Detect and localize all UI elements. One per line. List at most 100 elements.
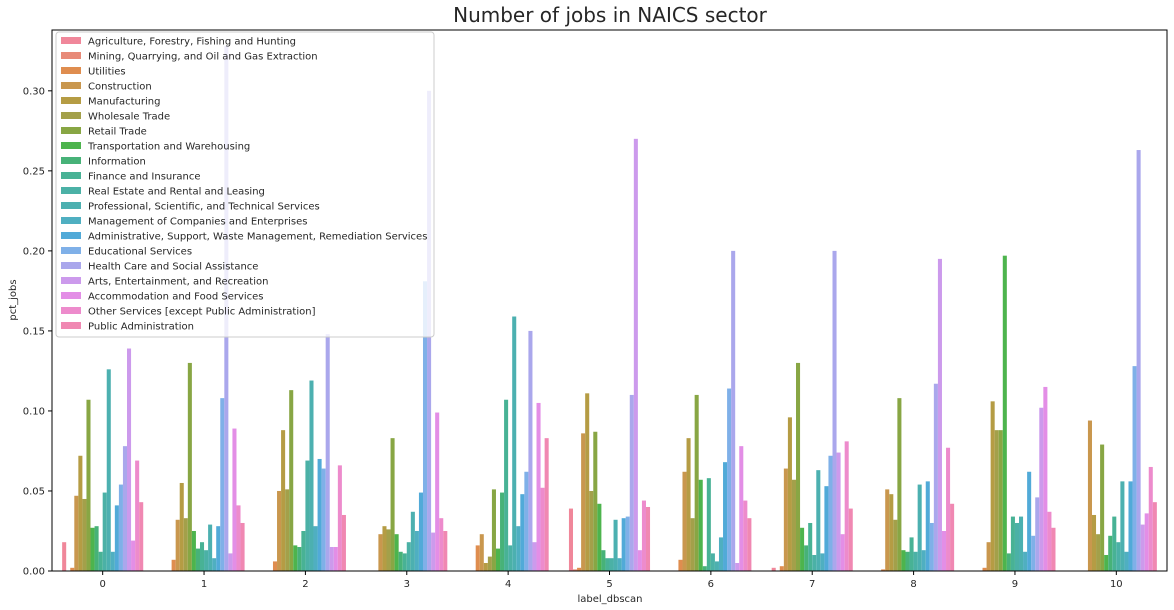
bar-10-16 bbox=[1140, 524, 1145, 571]
bar-3-4 bbox=[382, 526, 387, 571]
legend-label: Professional, Scientific, and Technical … bbox=[88, 202, 320, 213]
bar-6-11 bbox=[714, 561, 719, 571]
bar-7-12 bbox=[820, 553, 825, 571]
legend-label: Public Administration bbox=[88, 322, 194, 333]
bar-5-3 bbox=[581, 433, 586, 571]
bar-4-13 bbox=[520, 494, 525, 571]
bar-8-7 bbox=[901, 550, 906, 571]
bar-10-15 bbox=[1136, 150, 1141, 572]
legend-label: Agriculture, Forestry, Fishing and Hunti… bbox=[88, 37, 296, 48]
bar-10-17 bbox=[1144, 513, 1149, 571]
bar-2-7 bbox=[293, 545, 298, 571]
bar-7-11 bbox=[816, 470, 821, 571]
bar-8-12 bbox=[921, 550, 926, 571]
bar-8-18 bbox=[946, 447, 951, 571]
bar-0-12 bbox=[110, 551, 115, 571]
bar-9-9 bbox=[1010, 516, 1015, 571]
bar-1-4 bbox=[179, 482, 184, 571]
bar-7-18 bbox=[844, 441, 849, 571]
legend-label: Finance and Insurance bbox=[88, 172, 201, 183]
bar-7-8 bbox=[804, 545, 809, 571]
bar-5-4 bbox=[585, 393, 590, 571]
bar-5-11 bbox=[613, 519, 618, 571]
bar-5-15 bbox=[629, 394, 634, 571]
bar-10-5 bbox=[1096, 534, 1101, 571]
bar-4-15 bbox=[528, 330, 533, 571]
legend-swatch bbox=[61, 172, 81, 179]
bar-4-16 bbox=[532, 542, 537, 571]
legend-swatch bbox=[61, 232, 81, 239]
bar-0-0 bbox=[62, 542, 67, 571]
bar-6-7 bbox=[698, 479, 703, 571]
legend-label: Administrative, Support, Waste Managemen… bbox=[88, 232, 427, 243]
bar-3-13 bbox=[418, 492, 423, 571]
bar-7-13 bbox=[824, 486, 829, 571]
bar-5-12 bbox=[617, 558, 622, 571]
bar-6-4 bbox=[686, 438, 691, 571]
bar-2-12 bbox=[313, 526, 318, 571]
bar-2-4 bbox=[281, 430, 286, 571]
bar-7-3 bbox=[783, 468, 788, 571]
x-tick-label: 8 bbox=[910, 579, 916, 590]
bar-6-2 bbox=[678, 559, 683, 571]
legend-label: Utilities bbox=[88, 67, 126, 78]
bar-1-7 bbox=[191, 530, 196, 571]
legend-swatch bbox=[61, 307, 81, 314]
bar-6-8 bbox=[702, 566, 707, 571]
bar-3-3 bbox=[378, 534, 383, 571]
bar-8-17 bbox=[941, 530, 947, 571]
x-tick-label: 2 bbox=[302, 579, 308, 590]
bar-0-14 bbox=[118, 484, 123, 571]
bar-5-0 bbox=[568, 508, 573, 571]
bar-5-8 bbox=[601, 550, 606, 571]
bar-6-5 bbox=[690, 518, 695, 571]
bar-4-12 bbox=[516, 526, 521, 571]
bar-1-8 bbox=[195, 548, 200, 571]
bar-2-6 bbox=[289, 390, 294, 571]
legend-label: Manufacturing bbox=[88, 97, 160, 108]
bar-4-2 bbox=[475, 545, 480, 571]
bar-3-5 bbox=[386, 529, 391, 571]
bar-9-2 bbox=[982, 567, 987, 571]
bar-0-16 bbox=[127, 348, 132, 571]
x-tick-label: 1 bbox=[201, 579, 207, 590]
bar-2-15 bbox=[325, 334, 330, 571]
bar-4-8 bbox=[500, 492, 505, 571]
bar-4-5 bbox=[487, 556, 492, 571]
bar-7-16 bbox=[836, 452, 841, 571]
bar-8-3 bbox=[885, 489, 890, 571]
bar-1-18 bbox=[236, 505, 241, 571]
bars-group bbox=[62, 46, 1157, 572]
bar-6-14 bbox=[727, 388, 732, 571]
bar-2-17 bbox=[333, 546, 338, 571]
bar-9-18 bbox=[1047, 511, 1052, 571]
bar-10-19 bbox=[1152, 502, 1157, 571]
chart-title: Number of jobs in NAICS sector bbox=[453, 3, 768, 27]
bar-7-0 bbox=[771, 567, 776, 571]
bar-10-11 bbox=[1120, 481, 1125, 571]
bar-1-9 bbox=[199, 542, 205, 571]
legend-swatch bbox=[61, 187, 81, 194]
bar-6-15 bbox=[731, 250, 736, 571]
bar-6-12 bbox=[718, 537, 724, 571]
bar-8-8 bbox=[905, 551, 910, 571]
bar-8-6 bbox=[897, 398, 902, 571]
legend-label: Retail Trade bbox=[88, 127, 147, 138]
bar-7-6 bbox=[796, 362, 801, 571]
bar-7-7 bbox=[800, 527, 805, 571]
legend: Agriculture, Forestry, Fishing and Hunti… bbox=[55, 31, 435, 338]
bar-0-11 bbox=[106, 369, 111, 571]
bar-2-19 bbox=[341, 514, 346, 571]
bar-8-4 bbox=[889, 494, 894, 571]
bar-4-18 bbox=[540, 487, 545, 571]
bar-0-15 bbox=[122, 446, 127, 571]
y-tick-label: 0.10 bbox=[23, 406, 45, 417]
bar-3-6 bbox=[390, 438, 395, 571]
bar-6-16 bbox=[735, 563, 740, 571]
bar-4-7 bbox=[495, 548, 501, 571]
bar-3-14 bbox=[422, 281, 428, 571]
bar-0-8 bbox=[94, 526, 99, 571]
bar-10-7 bbox=[1104, 554, 1109, 571]
bar-9-5 bbox=[994, 430, 999, 571]
bar-8-13 bbox=[925, 481, 930, 571]
